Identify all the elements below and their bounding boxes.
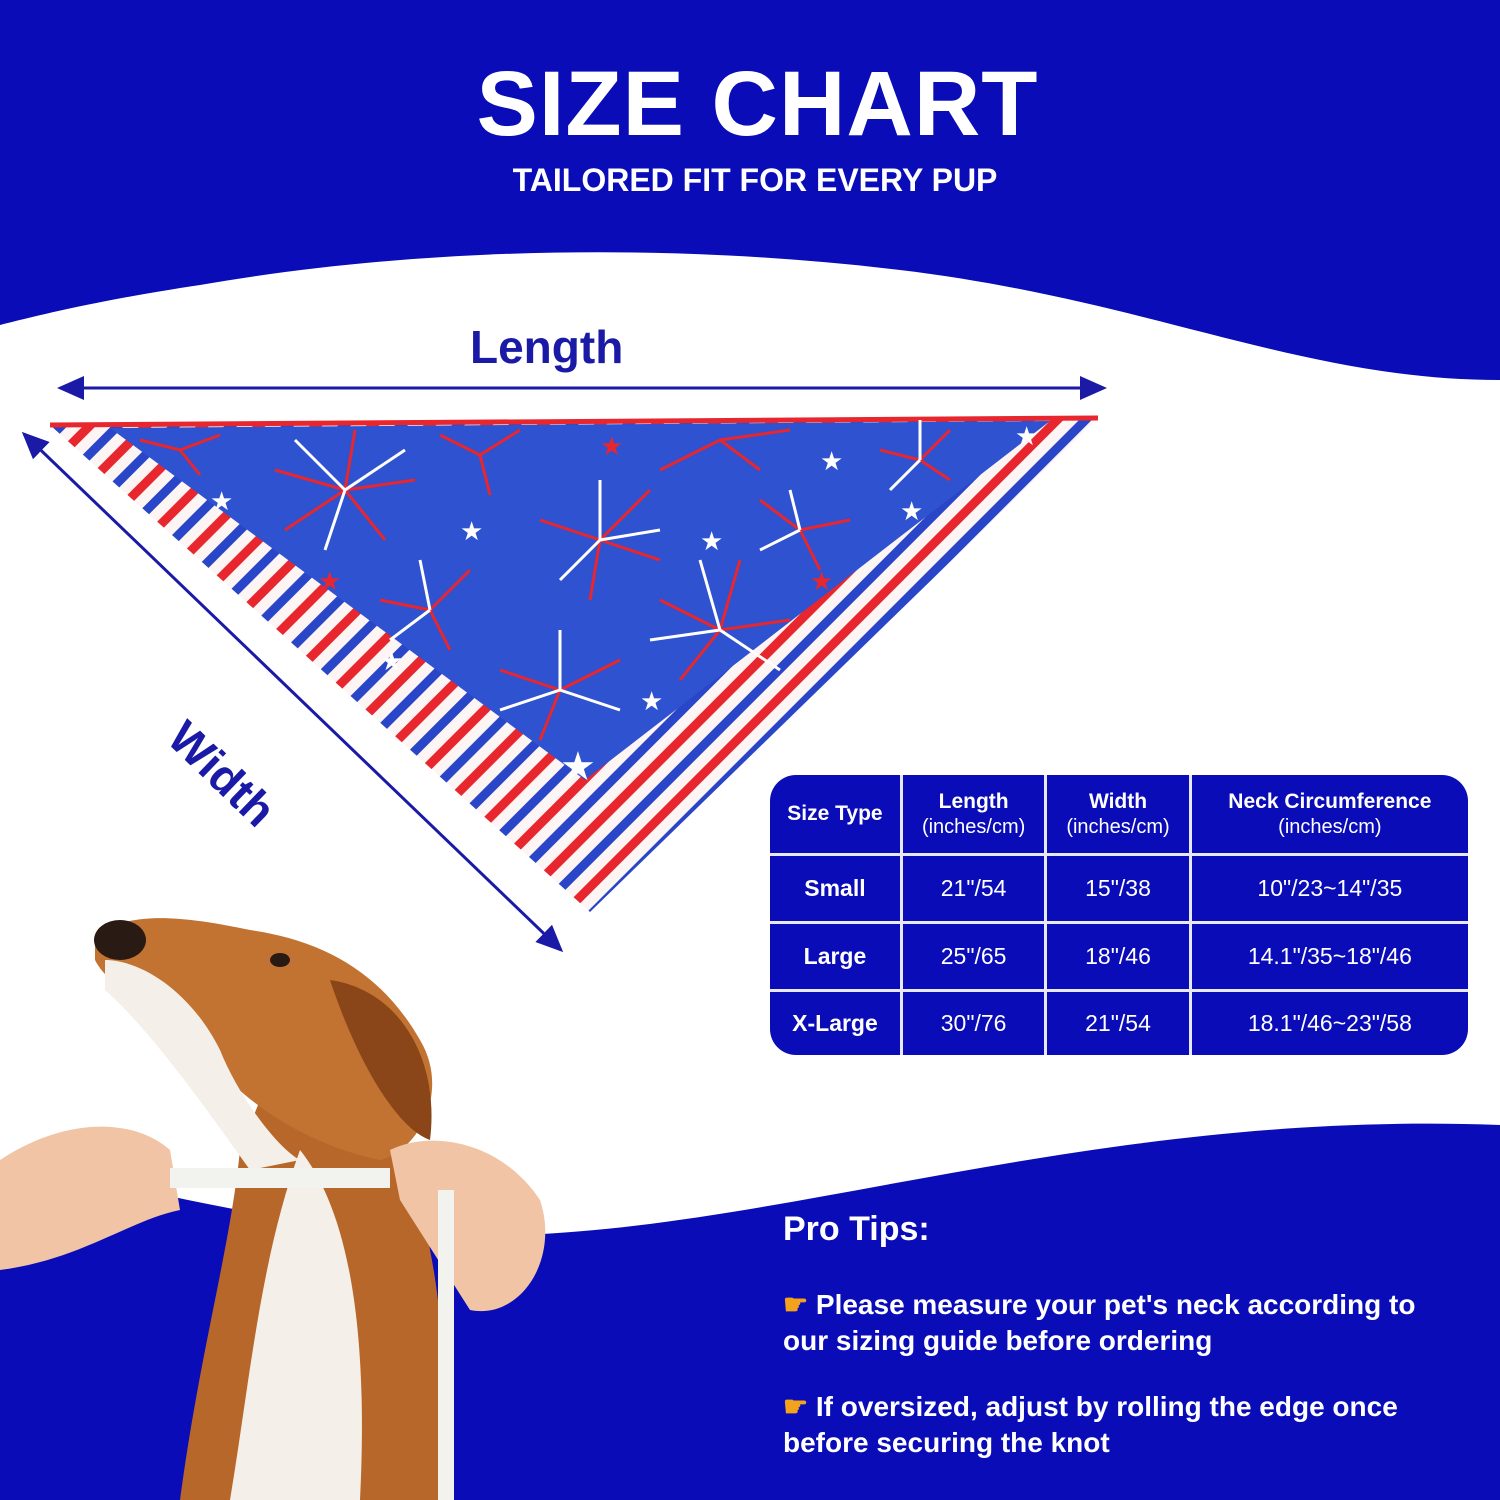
- header-length: Length (inches/cm): [899, 775, 1048, 856]
- svg-text:★: ★: [700, 527, 723, 557]
- table-row: X-Large 30"/76 21"/54 18.1"/46~23"/58: [770, 988, 1468, 1055]
- svg-text:★: ★: [560, 744, 596, 790]
- cell-neck: 10"/23~14"/35: [1188, 853, 1468, 924]
- table-header-row: Size Type Length (inches/cm) Width (inches…: [770, 775, 1468, 856]
- firework-icon: [139, 420, 952, 741]
- cell-width: 15"/38: [1044, 853, 1192, 924]
- header-size-type: Size Type: [770, 775, 903, 856]
- tip-item: ☛ If oversized, adjust by rolling the ed…: [783, 1391, 1398, 1458]
- cell-neck: 18.1"/46~23"/58: [1188, 988, 1468, 1055]
- star-icon: ★ ★ ★ ★ ★ ★ ★ ★ ★: [210, 422, 1038, 790]
- svg-text:★: ★: [318, 567, 341, 597]
- cell-size: X-Large: [770, 988, 903, 1055]
- cell-width: 18"/46: [1044, 920, 1192, 992]
- svg-text:★: ★: [460, 517, 483, 547]
- cell-size: Large: [770, 920, 903, 992]
- width-arrow: [21, 431, 564, 953]
- measuring-tape: [170, 1168, 390, 1188]
- cell-length: 25"/65: [899, 920, 1048, 992]
- cell-width: 21"/54: [1044, 988, 1192, 1055]
- cell-neck: 14.1"/35~18"/46: [1188, 920, 1468, 992]
- svg-text:★: ★: [380, 647, 403, 677]
- table-row: Small 21"/54 15"/38 10"/23~14"/35: [770, 853, 1468, 924]
- table-row: Large 25"/65 18"/46 14.1"/35~18"/46: [770, 920, 1468, 992]
- cell-length: 30"/76: [899, 988, 1048, 1055]
- tip-item: ☛ Please measure your pet's neck accordi…: [783, 1289, 1416, 1356]
- bandana-center: [110, 421, 1050, 780]
- svg-text:★: ★: [820, 447, 843, 477]
- page-title: SIZE CHART: [476, 53, 1039, 155]
- cell-size: Small: [770, 853, 903, 924]
- page-subtitle: TAILORED FIT FOR EVERY PUP: [512, 162, 998, 198]
- pointing-hand-icon: ☛: [783, 1391, 809, 1422]
- pro-tips: Pro Tips: ☛ Please measure your pet's ne…: [783, 1210, 1463, 1491]
- tips-title: Pro Tips:: [783, 1210, 930, 1248]
- length-label: Length: [470, 321, 624, 373]
- pointing-hand-icon: ☛: [783, 1289, 809, 1320]
- header-neck: Neck Circumference (inches/cm): [1188, 775, 1468, 856]
- star-icon: ★ ★ ★: [318, 432, 833, 597]
- svg-text:★: ★: [640, 687, 663, 717]
- svg-text:★: ★: [810, 567, 833, 597]
- svg-text:★: ★: [900, 497, 923, 527]
- svg-text:★: ★: [210, 487, 233, 517]
- cell-length: 21"/54: [899, 853, 1048, 924]
- svg-text:★: ★: [1015, 422, 1038, 452]
- svg-text:★: ★: [600, 432, 623, 462]
- header-width: Width (inches/cm): [1044, 775, 1192, 856]
- size-table: Size Type Length (inches/cm) Width (inches…: [770, 775, 1468, 1055]
